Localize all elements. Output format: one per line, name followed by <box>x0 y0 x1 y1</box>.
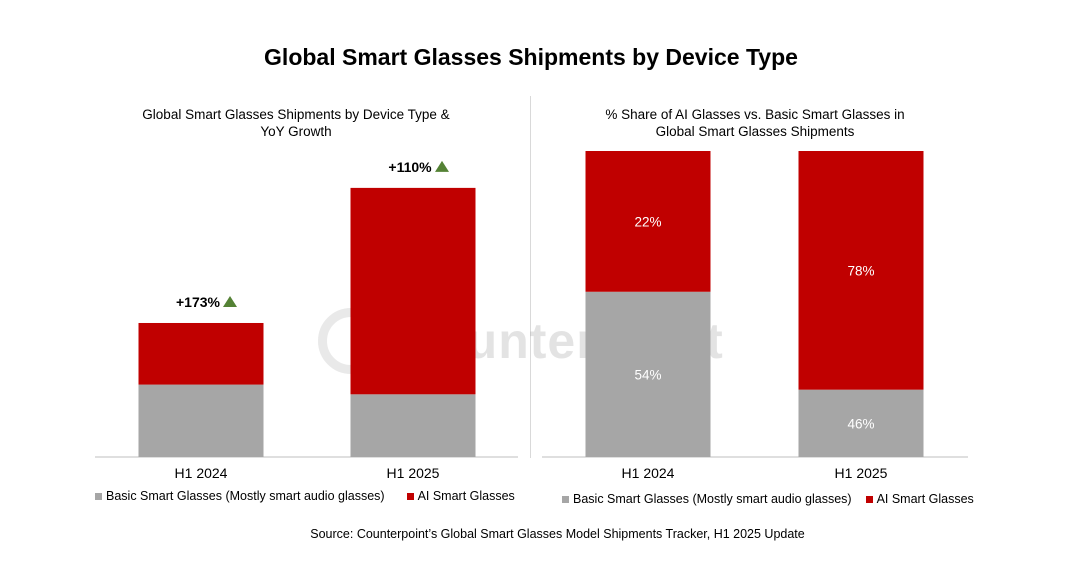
data-label-basic-2: 46% <box>847 416 874 431</box>
legend-swatch-basic <box>95 492 102 500</box>
bar-basic-h1-2024-chart2 <box>585 291 711 457</box>
left-legend: Basic Smart Glasses (Mostly smart audio … <box>95 489 515 503</box>
growth-annotation-2: +110% <box>388 159 432 175</box>
growth-up-arrow-icon <box>435 160 449 172</box>
bar-ai-h1-2025-chart1 <box>350 187 476 395</box>
legend-label-basic: Basic Smart Glasses (Mostly smart audio … <box>573 492 852 506</box>
growth-up-arrow-icon <box>223 295 237 307</box>
panel-divider <box>530 96 531 458</box>
data-label-ai-2: 78% <box>847 263 874 278</box>
data-label-ai-1: 22% <box>634 214 661 229</box>
bar-ai-h1-2024-chart2 <box>585 151 711 292</box>
right-legend-item-basic: Basic Smart Glasses (Mostly smart audio … <box>562 492 852 506</box>
right-chart-title: % Share of AI Glasses vs. Basic Smart Gl… <box>605 107 905 139</box>
bar-ai-h1-2024-chart1 <box>138 322 264 385</box>
growth-annotation-1: +173% <box>176 294 221 310</box>
x-tick-label-chart2-2: H1 2025 <box>835 465 888 481</box>
x-tick-label-chart1-2: H1 2025 <box>387 465 440 481</box>
legend-label-ai: AI Smart Glasses <box>417 489 515 503</box>
x-tick-label-chart2-1: H1 2024 <box>622 465 675 481</box>
left-legend-item-ai: AI Smart Glasses <box>406 489 515 503</box>
bar-ai-h1-2025-chart2 <box>798 151 924 390</box>
bar-basic-h1-2025-chart1 <box>350 394 476 457</box>
bar-basic-h1-2024-chart1 <box>138 384 264 457</box>
bar-basic-h1-2025-chart2 <box>798 389 924 457</box>
data-label-basic-1: 54% <box>634 367 661 382</box>
left-chart-title: Global Smart Glasses Shipments by Device… <box>142 107 450 139</box>
legend-swatch-ai <box>865 495 873 503</box>
x-tick-label-chart1-1: H1 2024 <box>175 465 228 481</box>
legend-swatch-basic <box>562 495 569 503</box>
chart-title: Global Smart Glasses Shipments by Device… <box>264 44 798 70</box>
source-note: Source: Counterpoint’s Global Smart Glas… <box>310 527 805 541</box>
legend-swatch-ai <box>406 492 414 500</box>
legend-label-ai: AI Smart Glasses <box>876 492 974 506</box>
right-legend-item-ai: AI Smart Glasses <box>865 492 974 506</box>
right-legend: Basic Smart Glasses (Mostly smart audio … <box>562 492 974 506</box>
left-legend-item-basic: Basic Smart Glasses (Mostly smart audio … <box>95 489 385 503</box>
legend-label-basic: Basic Smart Glasses (Mostly smart audio … <box>106 489 385 503</box>
